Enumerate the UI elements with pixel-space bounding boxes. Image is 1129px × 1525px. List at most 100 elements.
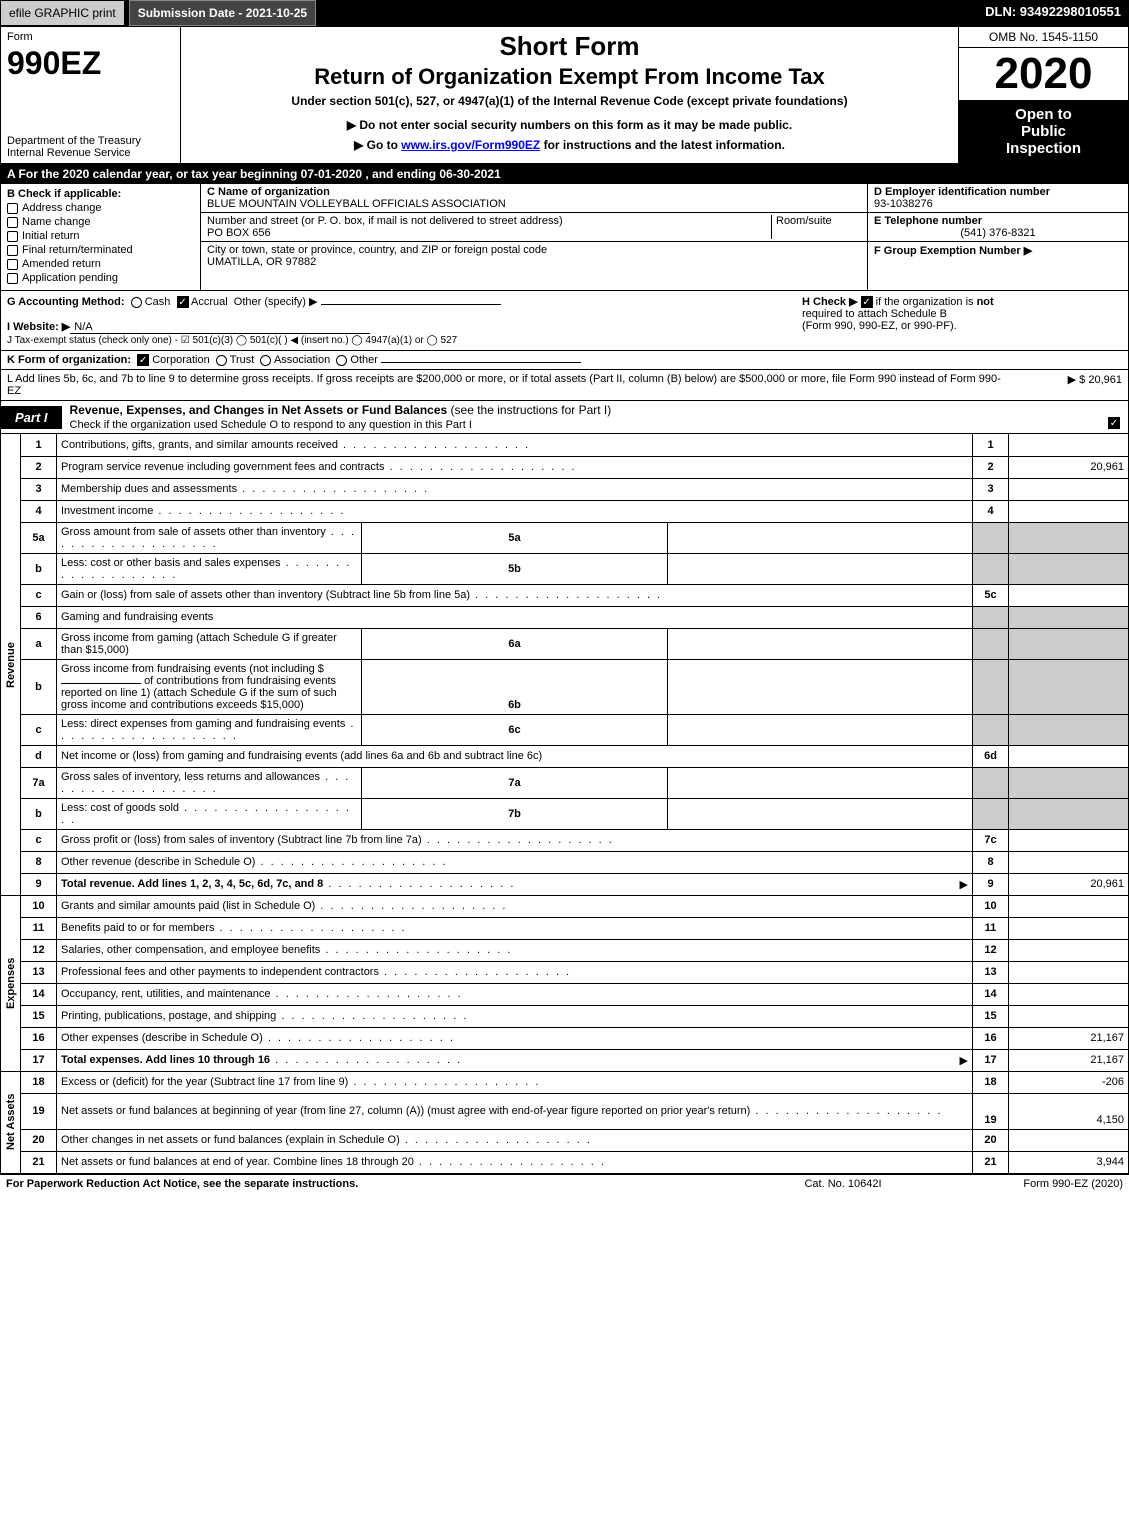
line-19-value: 4,150 bbox=[1009, 1093, 1129, 1129]
accrual-checkbox[interactable]: ✓ bbox=[177, 296, 189, 308]
info-grid: B Check if applicable: Address change Na… bbox=[0, 184, 1129, 291]
other-org-radio[interactable] bbox=[336, 355, 347, 366]
line-11-desc: Benefits paid to or for members bbox=[61, 922, 214, 934]
phone-value: (541) 376-8321 bbox=[874, 227, 1122, 239]
website-value: N/A bbox=[70, 321, 370, 334]
gh-block: G Accounting Method: Cash ✓ Accrual Othe… bbox=[0, 291, 1129, 351]
trust-label: Trust bbox=[230, 354, 255, 366]
header-left: Form 990EZ Department of the Treasury In… bbox=[1, 27, 181, 163]
page-footer: For Paperwork Reduction Act Notice, see … bbox=[0, 1174, 1129, 1193]
omb-number: OMB No. 1545-1150 bbox=[959, 27, 1128, 48]
revenue-expense-table: Revenue 1 Contributions, gifts, grants, … bbox=[0, 434, 1129, 1174]
line-10-num: 10 bbox=[21, 895, 57, 917]
h-txt3: (Form 990, 990-EZ, or 990-PF). bbox=[802, 320, 957, 332]
line-15-rnum: 15 bbox=[973, 1005, 1009, 1027]
line-5b-num: b bbox=[21, 553, 57, 584]
initial-return-checkbox[interactable] bbox=[7, 231, 18, 242]
line-5a-shade bbox=[973, 522, 1009, 553]
line-13-rnum: 13 bbox=[973, 961, 1009, 983]
line-13-value bbox=[1009, 961, 1129, 983]
line-6b-subnum: 6b bbox=[362, 659, 667, 714]
line-9-rnum: 9 bbox=[973, 873, 1009, 895]
form-number: 990EZ bbox=[7, 47, 174, 79]
h-txt1: if the organization is bbox=[876, 296, 977, 308]
application-pending-checkbox[interactable] bbox=[7, 273, 18, 284]
netassets-label: Net Assets bbox=[1, 1071, 21, 1173]
irs-link[interactable]: www.irs.gov/Form990EZ bbox=[401, 138, 540, 152]
column-de: D Employer identification number 93-1038… bbox=[868, 184, 1128, 290]
line-6c-shade2 bbox=[1009, 714, 1129, 745]
line-2-rnum: 2 bbox=[973, 456, 1009, 478]
line-10-desc: Grants and similar amounts paid (list in… bbox=[61, 900, 315, 912]
h-txt2: required to attach Schedule B bbox=[802, 308, 947, 320]
opt-name-change: Name change bbox=[22, 216, 91, 228]
line-17-desc: Total expenses. Add lines 10 through 16 bbox=[61, 1054, 270, 1066]
line-6b-shade2 bbox=[1009, 659, 1129, 714]
other-specify-input[interactable] bbox=[321, 304, 501, 305]
line-6a-subval bbox=[667, 628, 972, 659]
ssn-warning: ▶ Do not enter social security numbers o… bbox=[189, 118, 950, 132]
line-6a-subnum: 6a bbox=[362, 628, 667, 659]
other-org-input[interactable] bbox=[381, 362, 581, 363]
line-8-num: 8 bbox=[21, 851, 57, 873]
schedule-o-part1-checkbox[interactable]: ✓ bbox=[1108, 417, 1120, 429]
line-6-num: 6 bbox=[21, 606, 57, 628]
line-5c-num: c bbox=[21, 584, 57, 606]
part-1-check-line: Check if the organization used Schedule … bbox=[70, 419, 472, 431]
line-4-value bbox=[1009, 500, 1129, 522]
inspect-1: Open to bbox=[1015, 106, 1072, 123]
line-12-rnum: 12 bbox=[973, 939, 1009, 961]
line-7b-shade bbox=[973, 798, 1009, 829]
final-return-checkbox[interactable] bbox=[7, 245, 18, 256]
line-6-shade2 bbox=[1009, 606, 1129, 628]
line-16-value: 21,167 bbox=[1009, 1027, 1129, 1049]
line-5b-shade2 bbox=[1009, 553, 1129, 584]
cash-radio[interactable] bbox=[131, 297, 142, 308]
phone-label: E Telephone number bbox=[874, 215, 982, 227]
association-radio[interactable] bbox=[260, 355, 271, 366]
line-9-num: 9 bbox=[21, 873, 57, 895]
line-6b-blank[interactable] bbox=[61, 683, 141, 684]
line-18-rnum: 18 bbox=[973, 1071, 1009, 1093]
submission-date-button[interactable]: Submission Date - 2021-10-25 bbox=[129, 0, 316, 26]
corporation-label: Corporation bbox=[152, 354, 209, 366]
part-1-header: Part I Revenue, Expenses, and Changes in… bbox=[0, 401, 1129, 434]
line-20-num: 20 bbox=[21, 1129, 57, 1151]
h-check-label: H Check ▶ bbox=[802, 296, 858, 308]
efile-print-button[interactable]: efile GRAPHIC print bbox=[0, 0, 125, 26]
column-b: B Check if applicable: Address change Na… bbox=[1, 184, 201, 290]
amended-return-checkbox[interactable] bbox=[7, 259, 18, 270]
line-1-num: 1 bbox=[21, 434, 57, 456]
line-4-rnum: 4 bbox=[973, 500, 1009, 522]
h-line: H Check ▶ ✓ if the organization is not r… bbox=[802, 295, 1122, 346]
room-suite-label: Room/suite bbox=[776, 215, 832, 227]
part-1-title: Revenue, Expenses, and Changes in Net As… bbox=[62, 401, 1128, 433]
line-7b-subval bbox=[667, 798, 972, 829]
instructions-line: ▶ Go to www.irs.gov/Form990EZ for instru… bbox=[189, 138, 950, 152]
line-18-num: 18 bbox=[21, 1071, 57, 1093]
name-change-checkbox[interactable] bbox=[7, 217, 18, 228]
website-label: I Website: ▶ bbox=[7, 321, 70, 333]
other-org-label: Other bbox=[350, 354, 378, 366]
org-name: BLUE MOUNTAIN VOLLEYBALL OFFICIALS ASSOC… bbox=[207, 198, 506, 210]
schedule-b-checkbox[interactable]: ✓ bbox=[861, 296, 873, 308]
ein-value: 93-1038276 bbox=[874, 198, 933, 210]
line-16-rnum: 16 bbox=[973, 1027, 1009, 1049]
line-6b-shade bbox=[973, 659, 1009, 714]
footer-center: Cat. No. 10642I bbox=[743, 1178, 943, 1190]
line-7c-num: c bbox=[21, 829, 57, 851]
line-6a-num: a bbox=[21, 628, 57, 659]
corporation-checkbox[interactable]: ✓ bbox=[137, 354, 149, 366]
city-label: City or town, state or province, country… bbox=[207, 244, 547, 256]
l-text: L Add lines 5b, 6c, and 7b to line 9 to … bbox=[7, 373, 1002, 397]
trust-radio[interactable] bbox=[216, 355, 227, 366]
line-17-arrow: ▶ bbox=[960, 1054, 968, 1067]
line-13-num: 13 bbox=[21, 961, 57, 983]
line-14-num: 14 bbox=[21, 983, 57, 1005]
address-change-checkbox[interactable] bbox=[7, 203, 18, 214]
line-21-desc: Net assets or fund balances at end of ye… bbox=[61, 1156, 414, 1168]
line-6b-subval bbox=[667, 659, 972, 714]
ein-label: D Employer identification number bbox=[874, 186, 1050, 198]
short-form-title: Short Form bbox=[189, 31, 950, 62]
line-7a-num: 7a bbox=[21, 767, 57, 798]
